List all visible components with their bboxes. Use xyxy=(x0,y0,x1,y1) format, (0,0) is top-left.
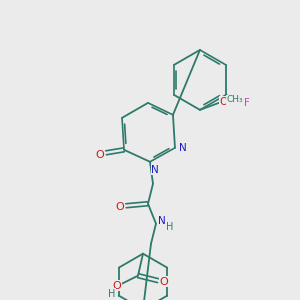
Text: H: H xyxy=(108,289,116,298)
Text: O: O xyxy=(116,202,124,212)
Text: N: N xyxy=(158,216,166,226)
Text: O: O xyxy=(220,97,228,107)
Text: O: O xyxy=(113,280,122,291)
Text: N: N xyxy=(151,165,159,175)
Text: H: H xyxy=(166,222,174,232)
Text: CH₃: CH₃ xyxy=(226,95,243,104)
Text: F: F xyxy=(244,98,250,108)
Text: O: O xyxy=(96,150,104,160)
Text: N: N xyxy=(179,143,187,153)
Text: O: O xyxy=(160,277,168,286)
